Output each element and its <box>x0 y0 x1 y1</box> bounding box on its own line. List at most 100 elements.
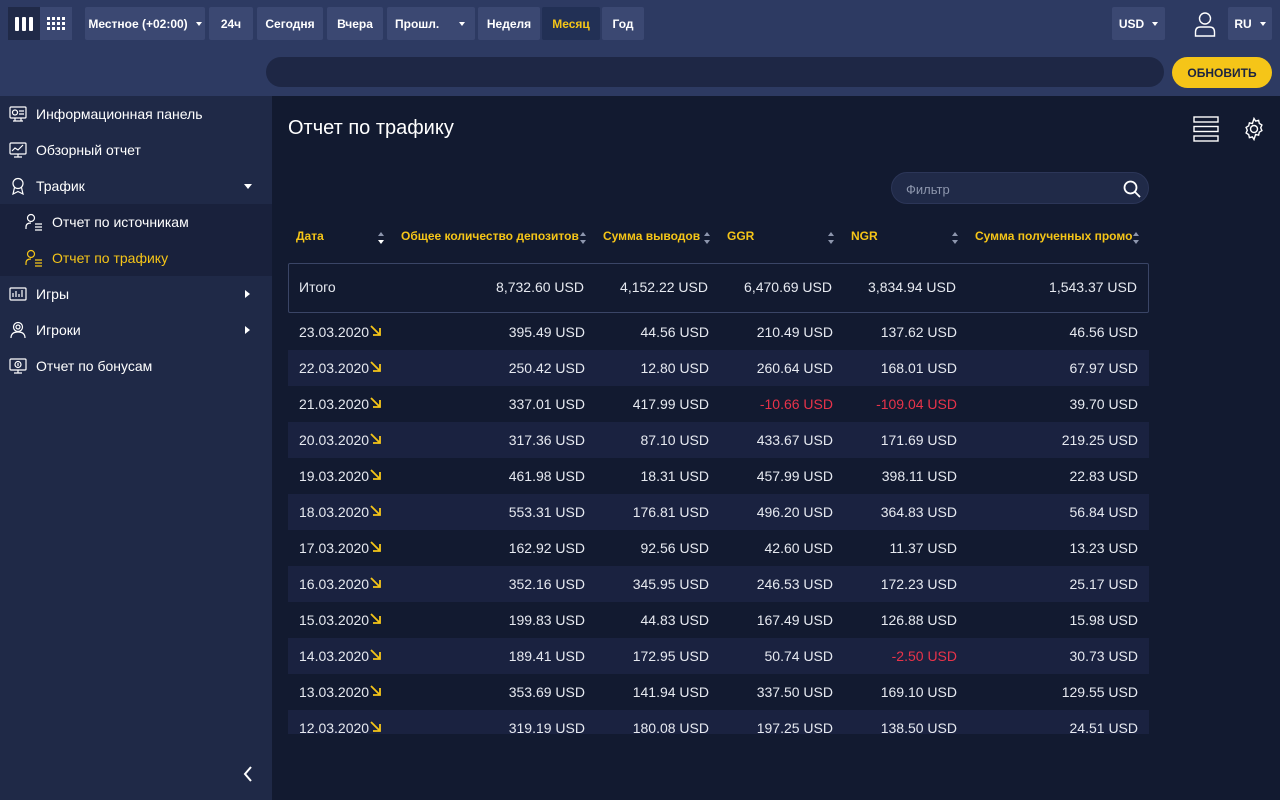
trend-down-icon[interactable] <box>370 685 382 697</box>
trend-down-icon[interactable] <box>370 505 382 517</box>
range-previous-dropdown[interactable]: Прошл. <box>387 7 475 40</box>
cell-ggr: 433.67 USD <box>756 432 833 448</box>
column-header-withdrawals[interactable]: Сумма выводов <box>603 229 701 243</box>
range-year-button[interactable]: Год <box>602 7 644 40</box>
table-row[interactable]: 14.03.2020 189.41 USD 172.95 USD 50.74 USD -… <box>288 638 1149 674</box>
sidebar-item-label: Игроки <box>36 322 81 338</box>
cell-date: 13.03.2020 <box>299 684 370 700</box>
trend-down-icon[interactable] <box>370 721 382 733</box>
language-dropdown[interactable]: RU <box>1228 7 1272 40</box>
table-row[interactable]: 13.03.2020 353.69 USD 141.94 USD 337.50 USD… <box>288 674 1149 710</box>
table-row[interactable]: 15.03.2020 199.83 USD 44.83 USD 167.49 USD 1… <box>288 602 1149 638</box>
sidebar-item-label: Трафик <box>36 178 85 194</box>
cell-withdrawals: 176.81 USD <box>632 504 709 520</box>
trend-down-icon[interactable] <box>370 613 382 625</box>
range-yesterday-button[interactable]: Вчера <box>327 7 383 40</box>
sidebar-item-games[interactable]: Игры <box>0 276 272 312</box>
cell-withdrawals: 345.95 USD <box>632 576 709 592</box>
table-row[interactable]: 16.03.2020 352.16 USD 345.95 USD 246.53 USD… <box>288 566 1149 602</box>
chevron-right-icon <box>245 326 250 334</box>
cell-promo: 39.70 USD <box>1069 396 1138 412</box>
trend-down-icon[interactable] <box>370 325 382 337</box>
chevron-left-icon <box>243 766 252 782</box>
sidebar-item-sources-report[interactable]: Отчет по источникам <box>0 204 272 240</box>
column-header-promo[interactable]: Сумма полученных промо <box>975 229 1133 243</box>
sidebar-item-traffic-report[interactable]: Отчет по трафику <box>0 240 272 276</box>
chevron-down-icon <box>244 184 252 189</box>
filter-input[interactable] <box>906 180 1106 198</box>
sidebar-item-label: Информационная панель <box>36 106 203 122</box>
bonus-icon <box>9 358 27 374</box>
sidebar-item-bonus-report[interactable]: Отчет по бонусам <box>0 348 272 384</box>
total-row: Итого 8,732.60 USD 4,152.22 USD 6,470.69… <box>288 263 1149 313</box>
currency-dropdown[interactable]: USD <box>1112 7 1165 40</box>
table-row[interactable]: 18.03.2020 553.31 USD 176.81 USD 496.20 USD… <box>288 494 1149 530</box>
user-profile-button[interactable] <box>1192 10 1218 38</box>
trend-down-icon[interactable] <box>370 361 382 373</box>
trend-down-icon[interactable] <box>370 577 382 589</box>
range-today-button[interactable]: Сегодня <box>257 7 323 40</box>
sort-icon[interactable] <box>827 231 835 245</box>
user-icon <box>1194 12 1216 37</box>
range-yesterday-label: Вчера <box>337 16 373 31</box>
sort-icon[interactable] <box>1132 231 1140 245</box>
sidebar-item-dashboard[interactable]: Информационная панель <box>0 96 272 132</box>
sort-icon[interactable] <box>579 231 587 245</box>
column-header-date[interactable]: Дата <box>296 229 324 243</box>
collapse-sidebar-button[interactable] <box>238 762 258 786</box>
cell-deposits: 199.83 USD <box>508 612 585 628</box>
table-row[interactable]: 19.03.2020 461.98 USD 18.31 USD 457.99 USD 3… <box>288 458 1149 494</box>
grid-view-button[interactable] <box>40 7 72 40</box>
sidebar-item-traffic[interactable]: Трафик <box>0 168 272 204</box>
sidebar-item-overview-report[interactable]: Обзорный отчет <box>0 132 272 168</box>
total-ngr: 3,834.94 USD <box>868 279 956 295</box>
cell-deposits: 250.42 USD <box>508 360 585 376</box>
filter-field[interactable] <box>891 172 1149 204</box>
range-week-button[interactable]: Неделя <box>478 7 540 40</box>
trend-down-icon[interactable] <box>370 649 382 661</box>
cell-ngr: -109.04 USD <box>876 396 957 412</box>
sort-icon[interactable] <box>951 231 959 245</box>
cell-ngr: 169.10 USD <box>880 684 957 700</box>
table-row[interactable]: 12.03.2020 319.19 USD 180.08 USD 197.25 USD… <box>288 710 1149 734</box>
trend-down-icon[interactable] <box>370 433 382 445</box>
cell-deposits: 352.16 USD <box>508 576 585 592</box>
chevron-right-icon <box>245 290 250 298</box>
grid-icon <box>47 16 65 30</box>
cell-ggr: 50.74 USD <box>764 648 833 664</box>
column-header-deposits[interactable]: Общее количество депозитов <box>401 229 579 243</box>
table-row[interactable]: 21.03.2020 337.01 USD 417.99 USD -10.66 USD… <box>288 386 1149 422</box>
trend-down-icon[interactable] <box>370 469 382 481</box>
table-density-button[interactable] <box>1192 115 1220 143</box>
sort-icon[interactable] <box>703 231 711 245</box>
column-header-ggr[interactable]: GGR <box>727 229 755 243</box>
range-previous-label: Прошл. <box>395 16 440 31</box>
cell-deposits: 461.98 USD <box>508 468 585 484</box>
range-month-button[interactable]: Месяц <box>542 7 600 40</box>
cell-date: 15.03.2020 <box>299 612 370 628</box>
cell-withdrawals: 87.10 USD <box>640 432 709 448</box>
user-list-icon <box>25 213 42 231</box>
cell-withdrawals: 417.99 USD <box>632 396 709 412</box>
cell-ggr: 210.49 USD <box>756 324 833 340</box>
global-search-bar[interactable] <box>266 57 1164 87</box>
search-icon[interactable] <box>1122 179 1142 199</box>
cell-date: 14.03.2020 <box>299 648 370 664</box>
chevron-down-icon <box>1152 21 1159 26</box>
columns-view-button[interactable] <box>8 7 40 40</box>
cell-ngr: 168.01 USD <box>880 360 957 376</box>
refresh-button[interactable]: ОБНОВИТЬ <box>1172 57 1272 88</box>
sort-desc-icon[interactable] <box>377 231 385 245</box>
cell-ggr: 42.60 USD <box>764 540 833 556</box>
settings-button[interactable] <box>1240 115 1268 143</box>
sidebar-item-players[interactable]: Игроки <box>0 312 272 348</box>
table-row[interactable]: 17.03.2020 162.92 USD 92.56 USD 42.60 USD 11… <box>288 530 1149 566</box>
table-row[interactable]: 22.03.2020 250.42 USD 12.80 USD 260.64 USD 1… <box>288 350 1149 386</box>
timezone-dropdown[interactable]: Местное (+02:00) <box>85 7 205 40</box>
column-header-ngr[interactable]: NGR <box>851 229 878 243</box>
table-row[interactable]: 23.03.2020 395.49 USD 44.56 USD 210.49 USD 1… <box>288 314 1149 350</box>
trend-down-icon[interactable] <box>370 541 382 553</box>
trend-down-icon[interactable] <box>370 397 382 409</box>
table-row[interactable]: 20.03.2020 317.36 USD 87.10 USD 433.67 USD 1… <box>288 422 1149 458</box>
range-24h-button[interactable]: 24ч <box>209 7 253 40</box>
